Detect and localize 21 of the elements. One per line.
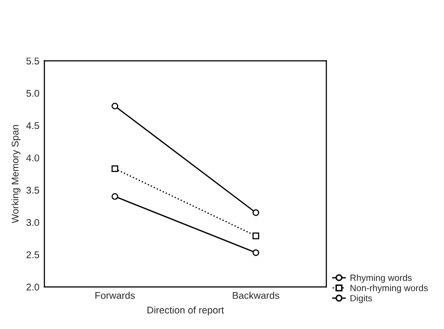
y-tick-label: 4.5 [26, 122, 40, 130]
point [252, 249, 260, 256]
legend-label: Digits [350, 294, 372, 304]
y-tick-label: 5.5 [26, 58, 40, 64]
y-tick-label: 2.5 [26, 251, 40, 258]
x-tick-label: Forwards [95, 292, 135, 299]
x-tick-label: Backwards [232, 292, 280, 299]
point [252, 232, 260, 240]
point [252, 209, 260, 216]
y-tick-label: 3.5 [26, 186, 40, 194]
point [112, 102, 118, 110]
y-tick-label: 4.0 [26, 154, 40, 162]
x-axis-title: Direction of report [148, 306, 224, 316]
point [112, 193, 118, 200]
legend-label: Rhyming words [350, 274, 412, 283]
y-tick-label: 5.0 [26, 90, 40, 97]
y-tick-label: 2.0 [26, 284, 40, 291]
y-tick-label: 3.0 [26, 219, 40, 226]
point [112, 165, 118, 172]
y-axis-title: Working Memory Span [11, 125, 20, 224]
legend-label: Non-rhyming words [350, 284, 428, 293]
